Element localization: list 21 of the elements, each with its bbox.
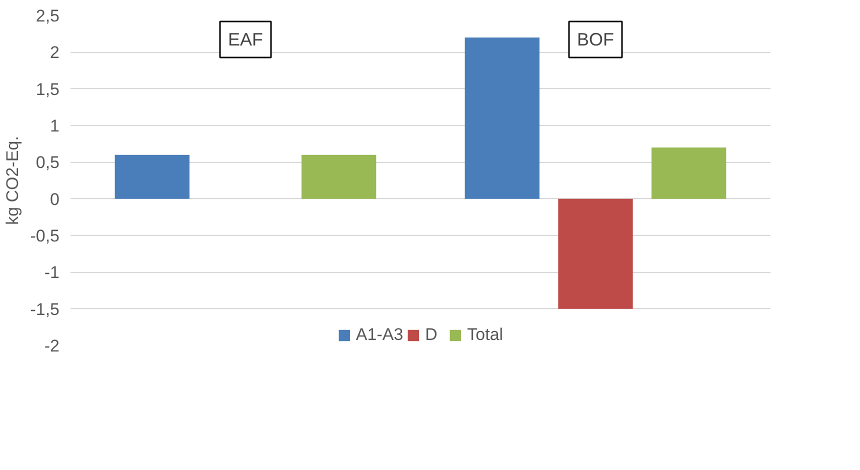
y-tick-label: -1 — [44, 263, 60, 282]
bar — [652, 148, 726, 199]
x-tick-label: BOF — [577, 30, 614, 50]
y-tick-label: 2,5 — [36, 6, 60, 26]
y-tick-label: 0,5 — [36, 153, 60, 172]
y-tick-label: 1 — [50, 116, 60, 136]
y-tick-label: 1,5 — [36, 80, 60, 99]
y-tick-label: 0 — [50, 190, 60, 209]
bar — [302, 154, 376, 199]
y-tick-label: -2 — [44, 336, 60, 356]
bar — [464, 38, 540, 199]
legend-label: A1-A3 — [356, 325, 404, 345]
y-tick-label: -0,5 — [30, 226, 60, 246]
y-tick-label: 2 — [50, 43, 60, 62]
legend-label: D — [425, 325, 438, 345]
y-axis-title: kg CO2-Eq. — [3, 136, 22, 225]
bar — [114, 154, 190, 199]
legend-label: Total — [467, 325, 504, 345]
x-tick-label: EAF — [228, 30, 264, 50]
bar — [558, 198, 633, 309]
y-tick-label: -1,5 — [30, 300, 60, 319]
